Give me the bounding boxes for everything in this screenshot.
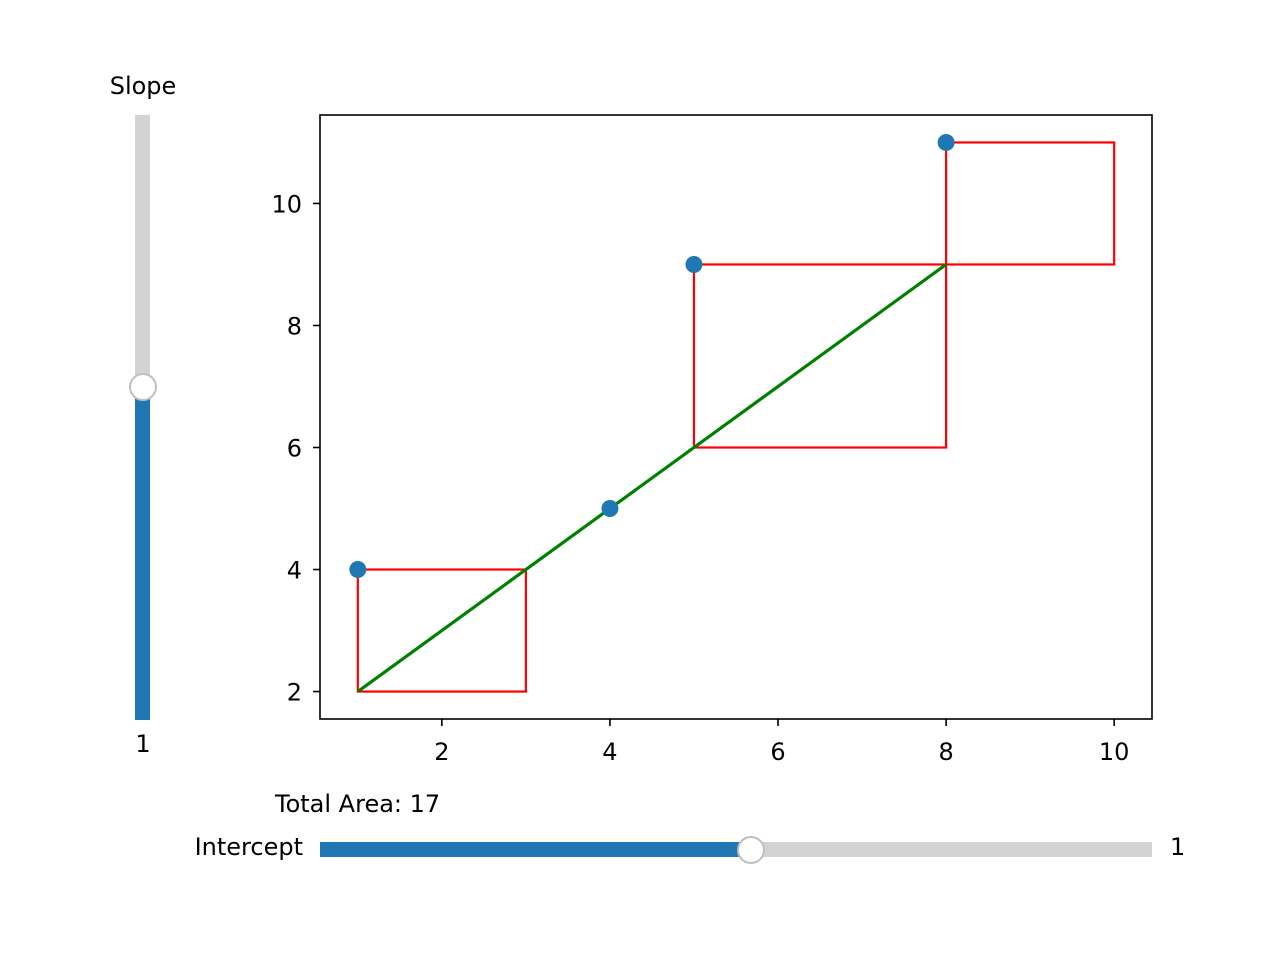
x-tick-label: 2: [434, 738, 449, 766]
y-tick-label: 6: [287, 435, 302, 463]
intercept-slider[interactable]: [320, 835, 1152, 864]
residual-square: [692, 263, 948, 449]
slope-slider-handle[interactable]: [128, 373, 157, 402]
x-tick-label: 8: [938, 738, 953, 766]
x-tick-label: 6: [770, 738, 785, 766]
intercept-slider-value: 1: [1170, 833, 1186, 861]
data-points: [349, 133, 955, 579]
residual-square: [356, 568, 527, 693]
fit-line-layer: [356, 263, 948, 693]
intercept-slider-label: Intercept: [194, 833, 303, 861]
intercept-slider-fill: [320, 842, 751, 857]
slope-slider[interactable]: [128, 115, 157, 720]
data-point: [685, 255, 703, 273]
x-tick-label: 10: [1099, 738, 1130, 766]
slope-slider-label: Slope: [109, 72, 177, 100]
y-tick-label: 8: [287, 312, 302, 340]
y-tick-label: 2: [287, 679, 302, 707]
intercept-slider-handle[interactable]: [736, 835, 765, 864]
y-tick-label: 4: [287, 557, 302, 585]
total-area-text: Total Area: 17: [275, 790, 441, 818]
slope-slider-value: 1: [135, 730, 151, 758]
x-tick-label: 4: [602, 738, 617, 766]
slope-slider-fill: [135, 387, 150, 720]
data-point: [601, 500, 619, 518]
residual-squares: [356, 141, 1116, 693]
fit-line: [356, 263, 948, 693]
residual-square: [945, 141, 1116, 266]
data-point: [937, 133, 955, 151]
data-point: [349, 561, 367, 579]
axes-frame: [319, 114, 1153, 720]
y-tick-label: 10: [271, 190, 302, 218]
axis-ticks: 2 4 6 8 10 2 4 6 8 10: [271, 190, 1129, 766]
